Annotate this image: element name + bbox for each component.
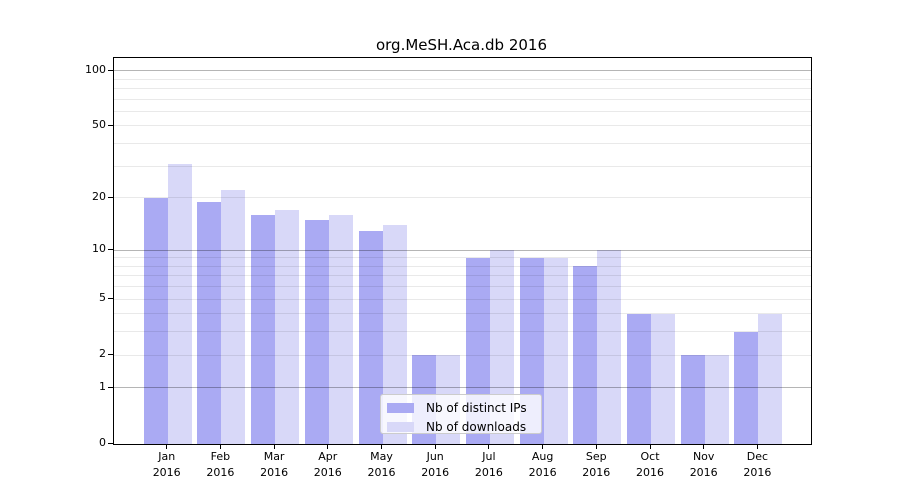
y-tick-0 — [108, 443, 113, 444]
gridline-30 — [114, 165, 811, 167]
legend: Nb of distinct IPs Nb of downloads — [380, 394, 542, 434]
gridline-10 — [114, 249, 811, 251]
y-tick-label-5: 5 — [99, 291, 106, 304]
x-tick-label-mar: Mar 2016 — [260, 450, 289, 479]
legend-swatch-downloads — [387, 421, 414, 432]
y-tick-1 — [108, 387, 113, 388]
y-tick-2 — [108, 354, 113, 355]
gridline-2 — [114, 354, 811, 356]
legend-label-distinct-ips: Nb of distinct IPs — [426, 400, 527, 415]
x-tick-label-nov: Nov 2016 — [689, 450, 718, 479]
x-tick-label-jan: Jan 2016 — [152, 450, 181, 479]
gridline-50 — [114, 125, 811, 127]
x-tick-may — [381, 444, 382, 449]
y-tick-label-1: 1 — [99, 379, 106, 393]
bar-ips-sep — [573, 266, 598, 444]
y-tick-label-10: 10 — [92, 242, 106, 255]
bar-ips-nov — [680, 355, 705, 444]
x-tick-apr — [327, 444, 329, 449]
x-tick-jun — [434, 444, 436, 449]
x-tick-nov — [703, 444, 705, 449]
x-tick-label-sep: Sep 2016 — [582, 450, 611, 479]
x-tick-label-dec: Dec 2016 — [743, 450, 772, 479]
gridline-60 — [114, 110, 811, 112]
x-tick-sep — [595, 444, 597, 449]
bar-downloads-sep — [597, 250, 622, 444]
gridline-9 — [114, 257, 811, 259]
gridline-5 — [114, 298, 811, 300]
x-tick-label-feb: Feb 2016 — [206, 450, 235, 479]
y-tick-label-0: 0 — [99, 436, 106, 449]
legend-item-downloads: Nb of downloads — [387, 419, 541, 434]
y-tick-50 — [108, 125, 113, 126]
y-tick-10 — [108, 249, 113, 250]
y-tick-label-50: 50 — [92, 117, 106, 131]
chart-title: org.MeSH.Aca.db 2016 — [375, 36, 548, 54]
gridline-8 — [114, 265, 811, 267]
x-tick-label-oct: Oct 2016 — [636, 450, 664, 479]
y-tick-label-2: 2 — [99, 347, 106, 361]
bar-downloads-oct — [651, 313, 675, 444]
gridline-6 — [114, 286, 811, 288]
legend-item-distinct-ips: Nb of distinct IPs — [387, 400, 541, 415]
bar-ips-mar — [251, 214, 276, 444]
x-tick-label-may: May 2016 — [367, 450, 396, 479]
x-tick-label-apr: Apr 2016 — [313, 450, 342, 479]
bar-downloads-mar — [275, 210, 300, 444]
legend-label-downloads: Nb of downloads — [426, 419, 527, 434]
y-tick-5 — [108, 298, 113, 299]
gridline-90 — [114, 78, 811, 80]
gridline-7 — [114, 275, 811, 277]
bar-downloads-jan — [167, 163, 192, 444]
gridline-3 — [114, 331, 811, 333]
x-tick-oct — [649, 444, 651, 449]
x-tick-jul — [488, 444, 490, 449]
bar-ips-feb — [197, 201, 222, 444]
bar-downloads-dec — [758, 313, 783, 444]
y-tick-label-100: 100 — [85, 62, 106, 76]
x-tick-aug — [542, 444, 544, 449]
bar-ips-may — [358, 230, 383, 444]
bar-ips-apr — [304, 219, 329, 444]
y-tick-label-20: 20 — [92, 189, 106, 203]
gridline-1 — [114, 387, 811, 389]
x-tick-dec — [756, 444, 758, 449]
bar-downloads-aug — [543, 257, 568, 444]
bar-ips-dec — [734, 331, 759, 444]
x-tick-label-jul: Jul 2016 — [474, 450, 503, 479]
bar-downloads-nov — [704, 355, 729, 444]
x-tick-label-jun: Jun 2016 — [421, 450, 450, 479]
x-tick-feb — [219, 444, 221, 449]
x-tick-label-aug: Aug 2016 — [528, 450, 557, 479]
y-tick-100 — [108, 70, 113, 71]
gridline-20 — [114, 197, 811, 199]
plot-area: Nb of distinct IPs Nb of downloads — [113, 57, 812, 445]
gridline-80 — [114, 87, 811, 89]
legend-swatch-distinct-ips — [387, 402, 414, 413]
bar-ips-jan — [143, 197, 168, 444]
gridline-70 — [114, 98, 811, 100]
bar-ips-oct — [627, 313, 651, 444]
gridline-4 — [114, 313, 811, 315]
bar-downloads-feb — [221, 190, 246, 444]
gridline-100 — [114, 70, 811, 72]
x-tick-jan — [166, 444, 168, 449]
x-tick-mar — [273, 444, 275, 449]
y-tick-20 — [108, 197, 113, 198]
gridline-40 — [114, 143, 811, 144]
bar-downloads-apr — [328, 214, 353, 444]
